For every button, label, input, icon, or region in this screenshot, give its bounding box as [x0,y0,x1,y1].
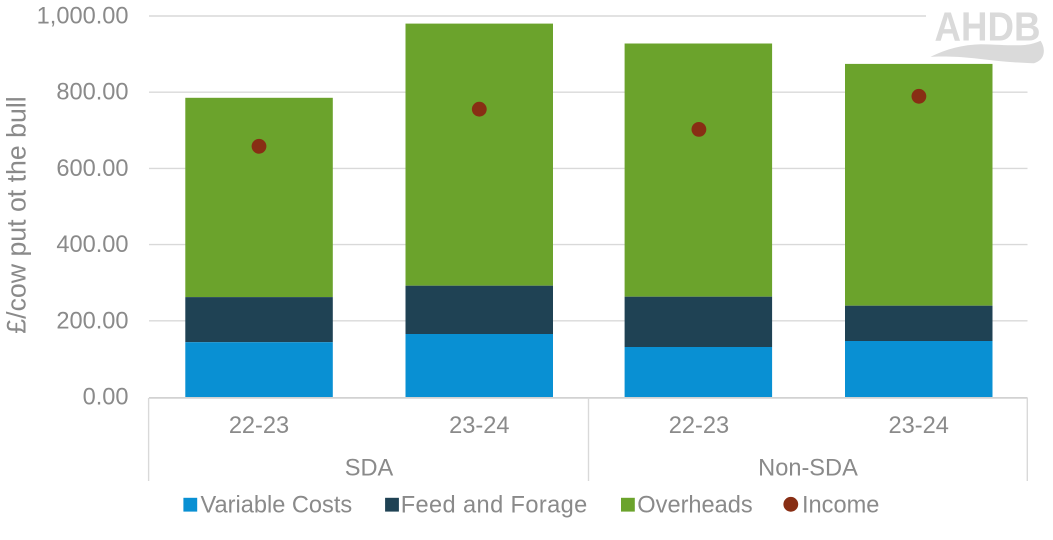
svg-text:Feed and Forage: Feed and Forage [401,493,588,519]
svg-text:600.00: 600.00 [56,156,128,182]
svg-text:200.00: 200.00 [56,308,128,334]
svg-text:22-23: 22-23 [669,413,729,439]
svg-text:AHDB: AHDB [935,3,1041,49]
svg-text:1,000.00: 1,000.00 [37,4,129,30]
svg-text:23-24: 23-24 [889,413,949,439]
svg-text:Overheads: Overheads [637,493,752,519]
svg-text:400.00: 400.00 [56,232,128,258]
svg-text:800.00: 800.00 [56,80,128,106]
svg-text:Variable Costs: Variable Costs [201,493,353,519]
svg-text:22-23: 22-23 [229,413,289,439]
svg-text:SDA: SDA [345,456,394,482]
svg-text:Non-SDA: Non-SDA [758,456,858,482]
svg-text:0.00: 0.00 [83,385,129,411]
svg-text:23-24: 23-24 [449,413,509,439]
svg-text:Income: Income [802,493,879,519]
svg-text:£/cow put ot the bull: £/cow put ot the bull [2,96,32,333]
